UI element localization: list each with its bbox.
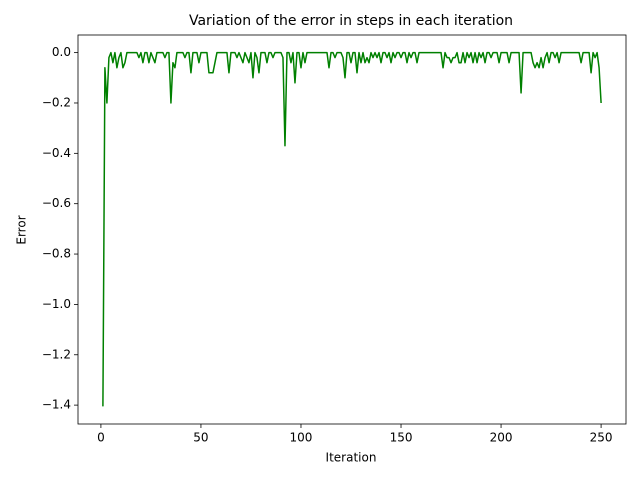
y-tick-label: −1.4 [42, 398, 71, 412]
y-tick-label: −0.8 [42, 247, 71, 261]
x-tick-label: 250 [590, 431, 613, 445]
chart-title: Variation of the error in steps in each … [189, 13, 513, 29]
data-line [102, 51, 602, 407]
y-tick-label: 0.0 [52, 45, 71, 59]
y-tick-label: −1.0 [42, 297, 71, 311]
y-axis-label: Error [15, 215, 29, 244]
x-tick-label: 150 [390, 431, 413, 445]
x-tick-label: 100 [290, 431, 313, 445]
x-axis-label: Iteration [326, 451, 377, 465]
plot-frame [77, 34, 627, 425]
y-tick-label: −0.4 [42, 146, 71, 160]
x-tick-label: 200 [490, 431, 513, 445]
y-tick-label: −1.2 [42, 347, 71, 361]
x-tick-label: 0 [97, 431, 105, 445]
x-tick-label: 50 [193, 431, 208, 445]
y-tick-label: −0.2 [42, 95, 71, 109]
y-tick-label: −0.6 [42, 196, 71, 210]
